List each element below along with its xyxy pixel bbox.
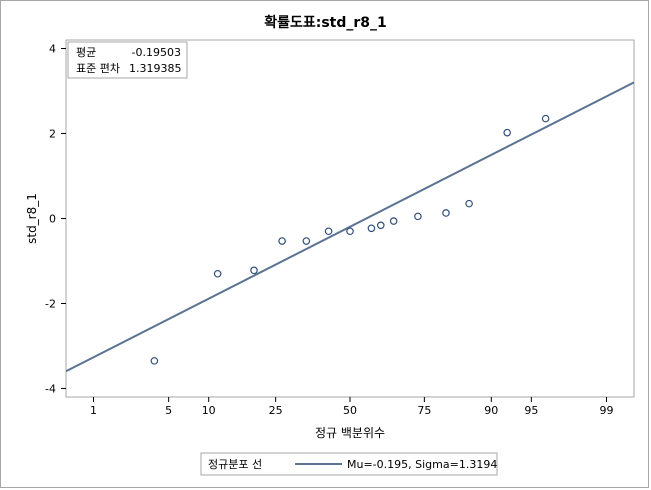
- legend-box: [200, 452, 498, 476]
- data-point: [389, 217, 398, 225]
- data-point: [503, 128, 511, 137]
- data-point: [250, 266, 258, 275]
- inset-std-value: 1.319385: [129, 62, 182, 75]
- x-tick-label: 90: [484, 404, 498, 417]
- y-tick-label: 2: [49, 128, 56, 141]
- x-axis-label: 정규 백분위수: [315, 426, 385, 440]
- x-tick-label: 5: [165, 404, 172, 417]
- data-point: [376, 221, 385, 230]
- data-point: [442, 209, 450, 217]
- y-tick-label: -2: [45, 298, 56, 311]
- data-point: [541, 114, 550, 123]
- inset-std-label: 표준 편차: [76, 62, 120, 75]
- y-tick-label: 0: [49, 213, 56, 226]
- y-axis-label: std_r8_1: [25, 193, 39, 244]
- data-point: [278, 237, 286, 245]
- stats-inset: 평균 -0.19503 표준 편차 1.319385: [67, 41, 188, 79]
- inset-mean-label: 평균: [76, 46, 96, 59]
- plot-area-border: [65, 39, 635, 398]
- plot-area: [65, 39, 635, 398]
- data-points: [150, 114, 550, 365]
- data-point: [465, 199, 473, 208]
- x-tick-label: 25: [269, 404, 283, 417]
- data-point: [414, 212, 422, 221]
- y-axis: -4 -2 0 2 4: [45, 43, 66, 396]
- x-axis: 1 5 10 25 50 75 90 95 99: [90, 397, 613, 417]
- data-point: [324, 227, 333, 236]
- x-tick-label: 50: [343, 404, 357, 417]
- inset-mean-value: -0.19503: [132, 46, 181, 59]
- x-tick-label: 10: [202, 404, 216, 417]
- data-point: [367, 224, 376, 233]
- data-point: [150, 357, 159, 365]
- x-tick-label: 1: [90, 404, 97, 417]
- x-tick-label: 99: [599, 404, 613, 417]
- fit-line: [66, 81, 634, 373]
- legend-entry: Mu=-0.195, Sigma=1.3194: [347, 458, 497, 471]
- y-tick-label: 4: [49, 43, 56, 56]
- fit-line-layer: [66, 81, 634, 373]
- legend-title: 정규분포 선: [208, 458, 262, 471]
- legend: 정규분포 선 Mu=-0.195, Sigma=1.3194: [200, 452, 498, 476]
- data-point: [213, 269, 222, 278]
- x-tick-label: 95: [524, 404, 538, 417]
- chart-title: 확률도표:std_r8_1: [264, 15, 387, 31]
- data-point: [346, 227, 354, 236]
- y-tick-label: -4: [45, 383, 56, 396]
- stats-inset-box: [67, 41, 188, 79]
- x-tick-label: 75: [417, 404, 431, 417]
- data-point: [302, 237, 311, 245]
